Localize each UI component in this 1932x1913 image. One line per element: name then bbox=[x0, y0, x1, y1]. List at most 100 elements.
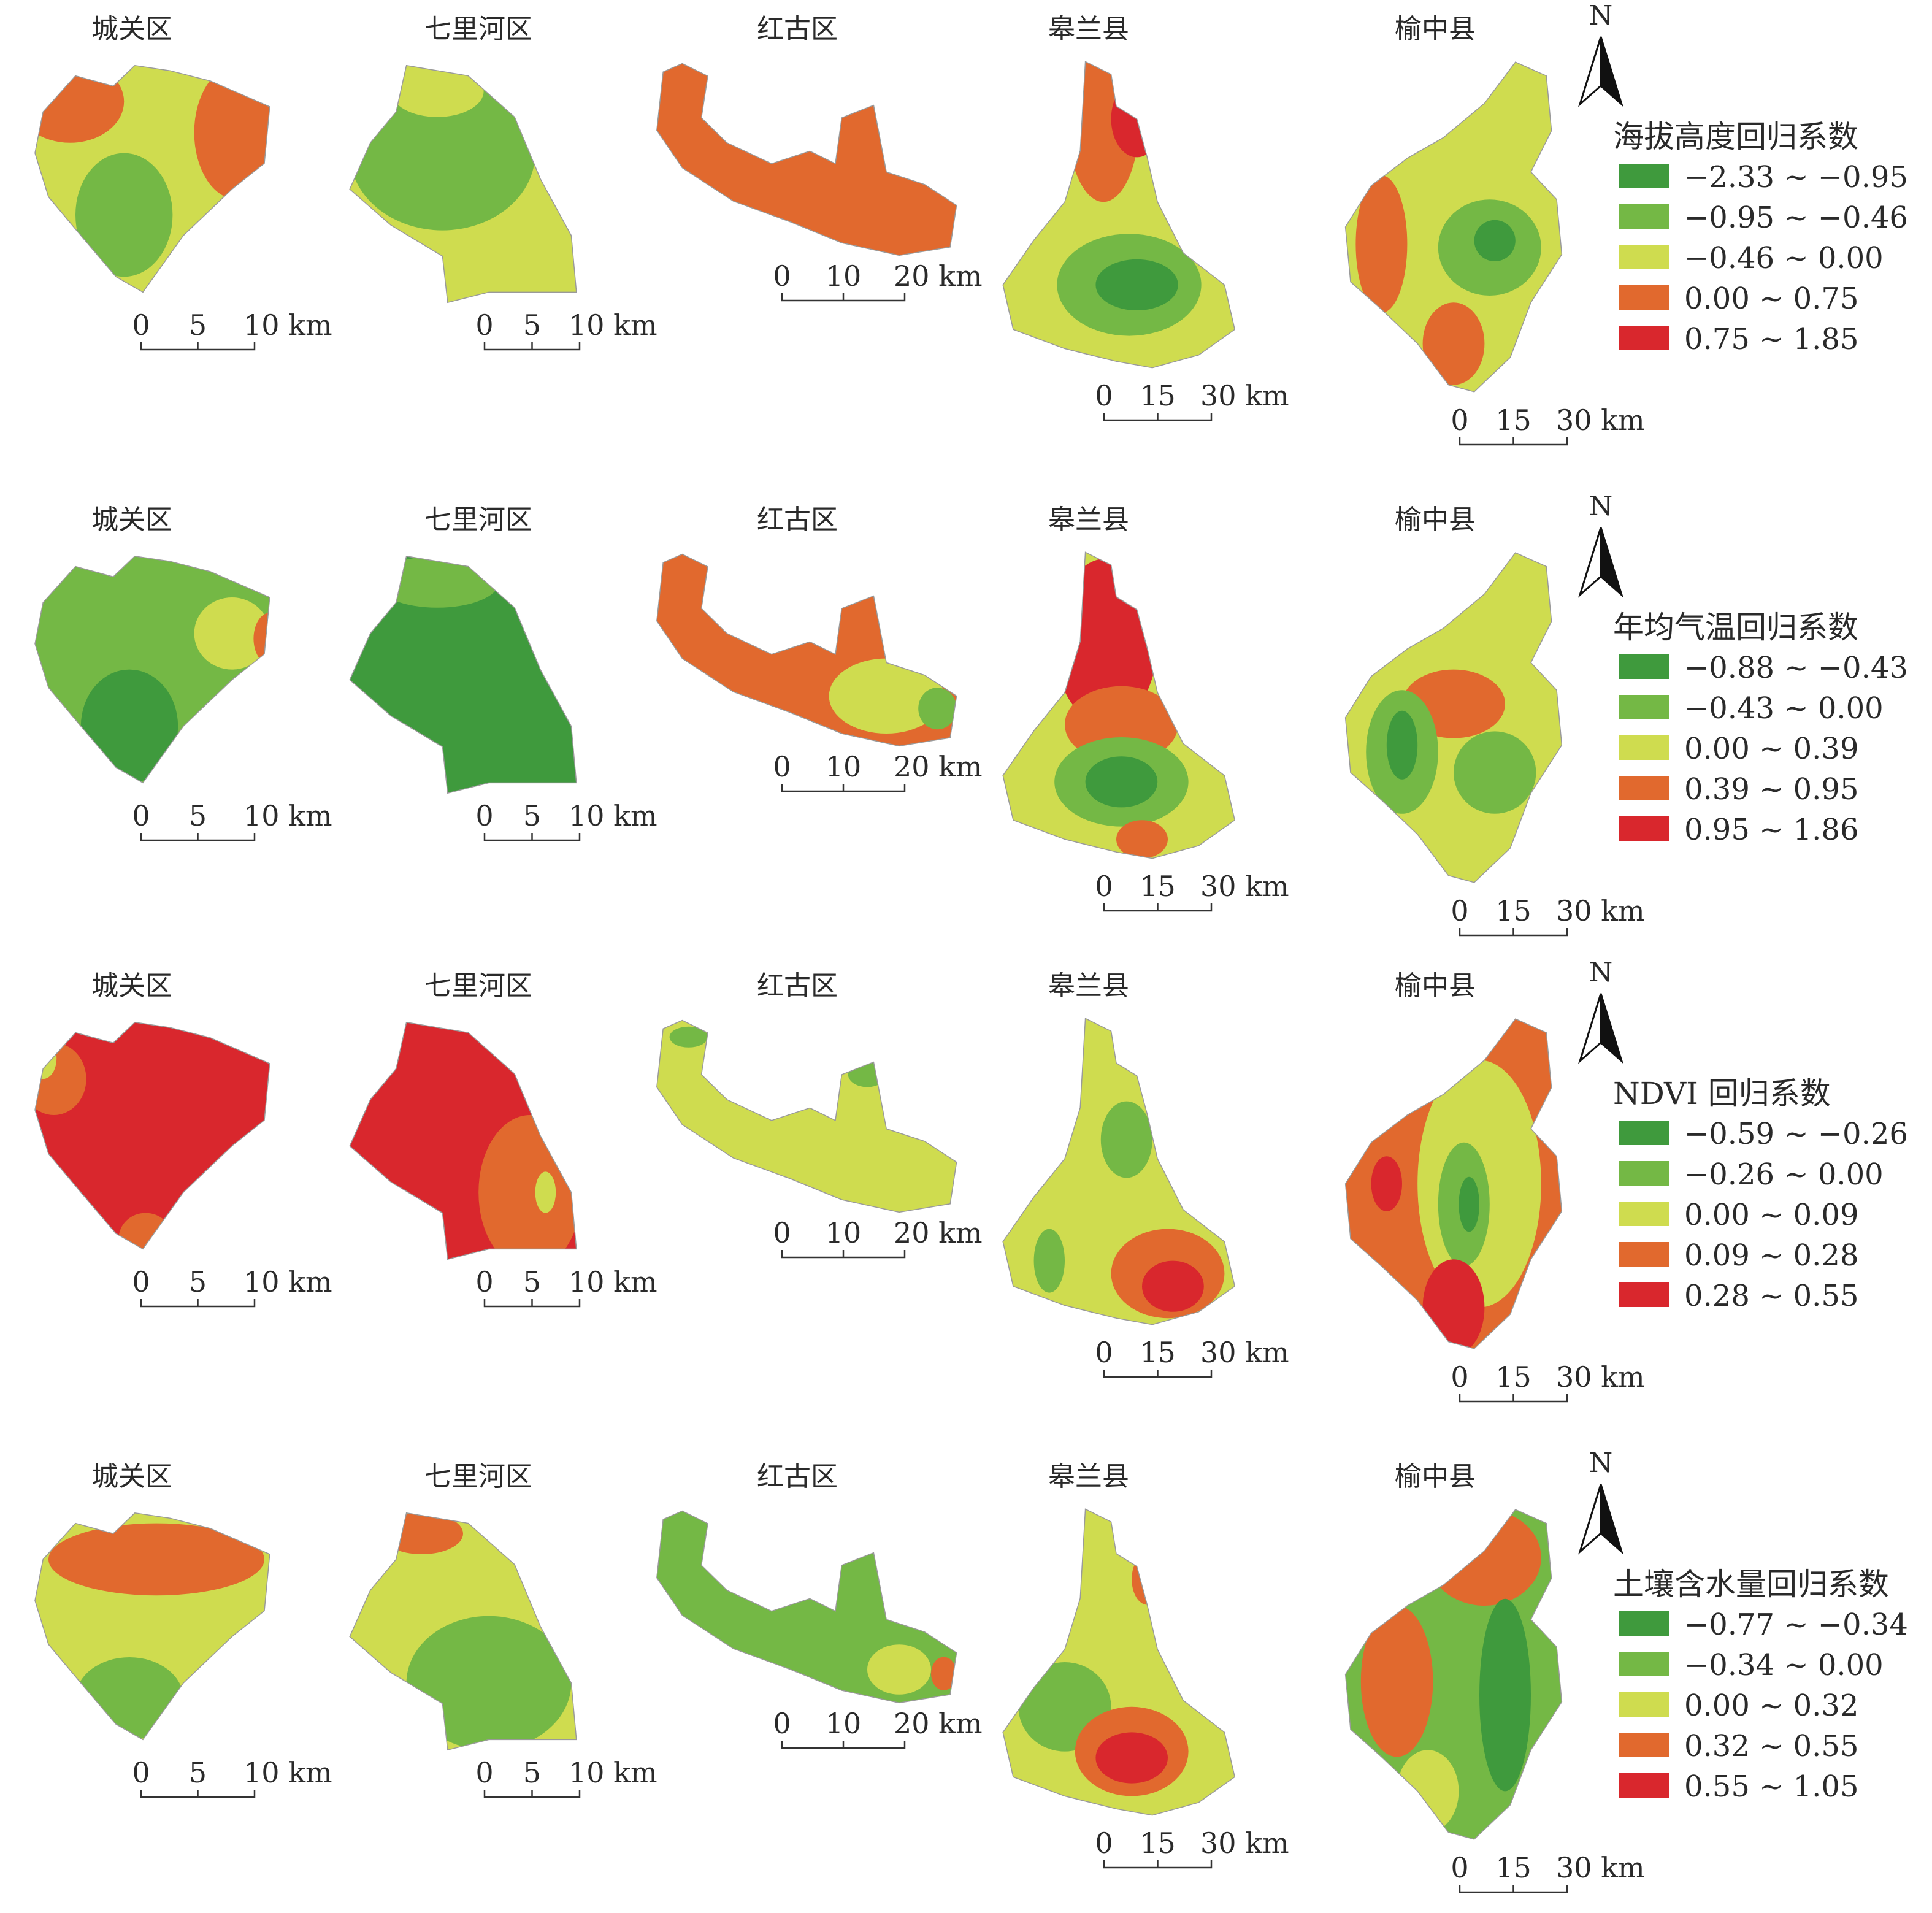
scale-label-zero: 0 bbox=[1451, 894, 1468, 927]
legend-swatch bbox=[1619, 1202, 1669, 1226]
coefficient-zone bbox=[1116, 820, 1168, 859]
district-title-qilihe: 七里河区 bbox=[424, 504, 532, 535]
district-outline bbox=[1344, 1509, 1563, 1840]
scale-label-zero: 0 bbox=[132, 1265, 150, 1298]
legend-swatch bbox=[1619, 164, 1669, 188]
scale-label-end: 10 km bbox=[243, 309, 332, 342]
scale-label-mid: 15 bbox=[1140, 870, 1176, 903]
district-outline bbox=[1344, 61, 1563, 393]
north-label: N bbox=[1589, 957, 1613, 988]
district-title-honggu: 红古区 bbox=[757, 13, 838, 45]
scale-label-end: 30 km bbox=[1556, 1851, 1645, 1884]
scale-bar: 0 10 20 km bbox=[773, 259, 983, 302]
scale-bar: 0 5 10 km bbox=[132, 799, 332, 841]
district-panel-chengguan: 城关区 0 5 10 km bbox=[34, 970, 332, 1308]
legend-swatch bbox=[1619, 1611, 1669, 1636]
scale-label-mid: 15 bbox=[1495, 1360, 1531, 1394]
scale-label-zero: 0 bbox=[773, 259, 791, 293]
coefficient-zone bbox=[867, 1644, 931, 1695]
scale-label-end: 10 km bbox=[569, 1756, 657, 1789]
district-title-yuzhong: 榆中县 bbox=[1395, 13, 1476, 45]
legend-title: NDVI 回归系数 bbox=[1613, 1076, 1831, 1111]
district-title-gaolan: 皋兰县 bbox=[1048, 504, 1129, 535]
scale-label-end: 10 km bbox=[243, 1265, 332, 1298]
coefficient-zone bbox=[1474, 220, 1516, 261]
coefficient-zone bbox=[1095, 259, 1178, 310]
legend: 年均气温回归系数 −0.88 ~ −0.43 −0.43 ~ 0.00 0.00 ~ … bbox=[1613, 610, 1908, 847]
district-panel-gaolan: 皋兰县 0 15 30 km bbox=[1002, 504, 1289, 912]
coefficient-zone bbox=[194, 597, 270, 670]
coefficient-zone bbox=[48, 1523, 264, 1596]
legend-class-label: 0.95 ~ 1.86 bbox=[1684, 813, 1858, 847]
coefficient-zone bbox=[535, 1171, 556, 1213]
coefficient-zone bbox=[669, 1026, 708, 1048]
district-outline bbox=[349, 1021, 577, 1260]
scale-bar: 0 15 30 km bbox=[1095, 1827, 1289, 1869]
legend-class-label: 0.09 ~ 0.28 bbox=[1684, 1238, 1858, 1273]
scale-label-end: 10 km bbox=[569, 799, 657, 832]
legend-swatch bbox=[1619, 654, 1669, 679]
scale-label-zero: 0 bbox=[1095, 1336, 1113, 1369]
legend-class-label: 0.55 ~ 1.05 bbox=[1684, 1769, 1858, 1804]
coefficient-zone bbox=[35, 65, 125, 143]
legend: NDVI 回归系数 −0.59 ~ −0.26 −0.26 ~ 0.00 0.00 ~… bbox=[1613, 1076, 1908, 1313]
district-title-qilihe: 七里河区 bbox=[424, 970, 532, 1002]
scale-bar: 0 5 10 km bbox=[132, 1756, 332, 1798]
scale-bar: 0 5 10 km bbox=[475, 1756, 657, 1798]
district-title-gaolan: 皋兰县 bbox=[1048, 13, 1129, 45]
coefficient-zone bbox=[253, 613, 270, 665]
district-outline bbox=[34, 1022, 270, 1250]
scale-label-end: 10 km bbox=[243, 1756, 332, 1789]
district-outline bbox=[34, 1512, 270, 1741]
legend-class-label: −0.46 ~ 0.00 bbox=[1684, 241, 1884, 275]
coefficient-zone bbox=[375, 556, 499, 608]
district-outline bbox=[349, 64, 577, 304]
district-title-yuzhong: 榆中县 bbox=[1395, 504, 1476, 535]
district-outline bbox=[34, 65, 270, 293]
legend-class-label: −0.26 ~ 0.00 bbox=[1684, 1157, 1884, 1192]
coefficient-zone bbox=[1422, 1259, 1485, 1349]
district-title-honggu: 红古区 bbox=[757, 970, 838, 1002]
scale-label-end: 30 km bbox=[1200, 1336, 1289, 1369]
scale-bar: 0 10 20 km bbox=[773, 1707, 983, 1749]
scale-label-mid: 5 bbox=[523, 309, 541, 342]
coefficient-zone bbox=[1479, 1598, 1531, 1792]
district-outline bbox=[34, 556, 270, 784]
scale-label-zero: 0 bbox=[475, 309, 493, 342]
district-outline bbox=[1002, 551, 1236, 859]
district-title-chengguan: 城关区 bbox=[91, 504, 172, 535]
coefficient-zone bbox=[1132, 1554, 1163, 1605]
scale-label-mid: 15 bbox=[1140, 379, 1176, 412]
district-title-yuzhong: 榆中县 bbox=[1395, 1461, 1476, 1492]
coefficient-zone bbox=[1100, 1101, 1152, 1178]
legend-swatch bbox=[1619, 326, 1669, 350]
district-outline bbox=[349, 555, 577, 794]
scale-label-end: 30 km bbox=[1556, 1360, 1645, 1394]
coefficient-zone bbox=[1142, 1260, 1204, 1312]
scale-label-mid: 15 bbox=[1495, 1851, 1531, 1884]
district-outline bbox=[1002, 1508, 1236, 1816]
scale-bar: 0 10 20 km bbox=[773, 750, 983, 792]
legend-swatch bbox=[1619, 1282, 1669, 1307]
scale-label-mid: 5 bbox=[189, 799, 207, 832]
scale-label-zero: 0 bbox=[1095, 379, 1113, 412]
legend-swatch bbox=[1619, 735, 1669, 760]
district-title-chengguan: 城关区 bbox=[91, 1461, 172, 1492]
scale-label-zero: 0 bbox=[132, 309, 150, 342]
coefficient-zone bbox=[1459, 1176, 1479, 1232]
legend-swatch bbox=[1619, 245, 1669, 269]
coefficient-zone bbox=[118, 1213, 173, 1249]
legend-class-label: 0.00 ~ 0.75 bbox=[1684, 282, 1858, 316]
coefficient-zone bbox=[1371, 1156, 1402, 1211]
scale-bar: 0 15 30 km bbox=[1095, 379, 1289, 421]
scale-label-end: 30 km bbox=[1200, 379, 1289, 412]
scale-label-mid: 5 bbox=[523, 1756, 541, 1789]
scale-label-zero: 0 bbox=[1451, 404, 1468, 437]
legend-swatch bbox=[1619, 204, 1669, 229]
scale-label-end: 30 km bbox=[1556, 894, 1645, 927]
district-outline bbox=[1002, 1018, 1236, 1325]
north-label: N bbox=[1589, 1447, 1613, 1479]
coefficient-zone bbox=[848, 1062, 887, 1087]
coefficient-zone bbox=[478, 1115, 577, 1260]
district-outline bbox=[1344, 552, 1563, 883]
